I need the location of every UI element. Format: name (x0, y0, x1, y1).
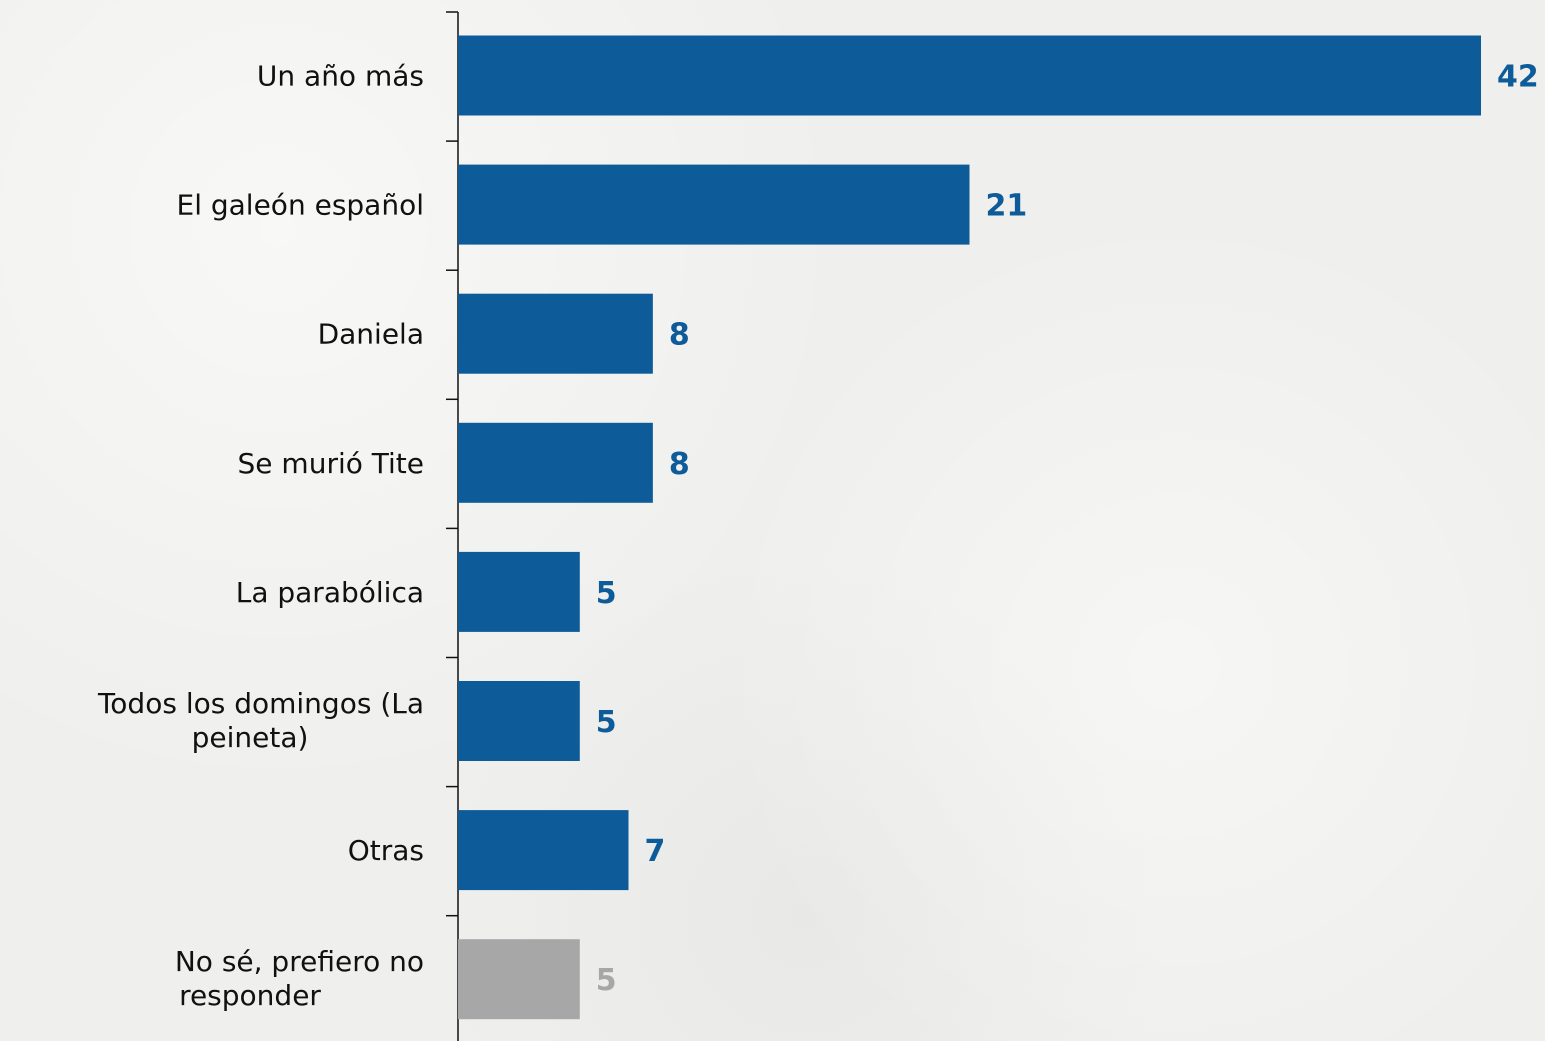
bars-group (458, 35, 1481, 1020)
category-label-otras: Otras (348, 834, 424, 867)
bar-otras (458, 810, 629, 891)
category-label-se-murio-tite: Se murió Tite (238, 447, 424, 480)
value-label-otras: 7 (645, 834, 666, 869)
category-label-todos-los-domingos-la-peineta: Todos los domingos (La peineta) (97, 687, 424, 754)
bar-la-parabolica (458, 551, 580, 632)
value-label-todos-los-domingos-la-peineta: 5 (596, 705, 617, 740)
value-label-se-murio-tite: 8 (669, 447, 690, 482)
bar-se-murio-tite (458, 422, 653, 503)
category-label-la-parabolica: La parabólica (236, 576, 424, 609)
value-label-no-se-prefiero-no-responder: 5 (596, 963, 617, 998)
category-label-no-se-prefiero-no-responder: No sé, prefiero no responder (175, 945, 424, 1012)
bar-un-ano-mas (458, 35, 1481, 116)
bar-daniela (458, 293, 653, 374)
category-label-el-galeon-espanol: El galeón español (177, 189, 425, 222)
value-label-un-ano-mas: 42 (1497, 60, 1539, 95)
bar-no-se-prefiero-no-responder (458, 939, 580, 1020)
category-label-un-ano-mas: Un año más (257, 60, 424, 93)
value-label-la-parabolica: 5 (596, 576, 617, 611)
axis-ticks (446, 11, 458, 917)
bar-el-galeon-espanol (458, 164, 970, 245)
category-labels-group: Un año más El galeón español Daniela Se mur… (97, 60, 424, 1013)
value-label-el-galeon-espanol: 21 (986, 189, 1028, 224)
value-labels-group: 42 21 8 8 5 5 7 5 (596, 60, 1539, 999)
category-label-daniela: Daniela (318, 318, 424, 351)
bar-todos-los-domingos-la-peineta (458, 681, 580, 761)
value-label-daniela: 8 (669, 318, 690, 353)
